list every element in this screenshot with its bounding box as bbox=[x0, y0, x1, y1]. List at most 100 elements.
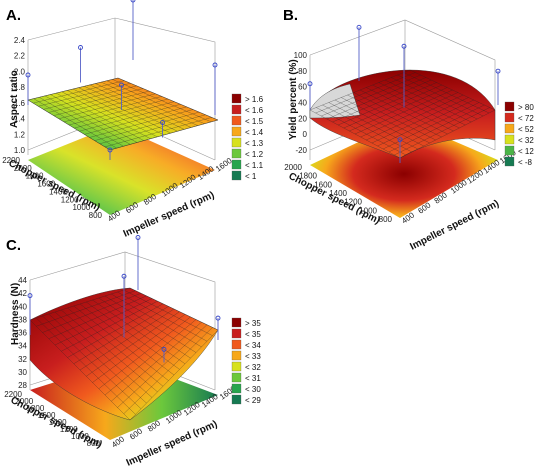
z-tick-label: 34 bbox=[18, 342, 27, 351]
panel-b: B. -20 0 20 40 60 80 100 Yield percent (%) 200… bbox=[283, 7, 534, 253]
response-surface bbox=[309, 69, 496, 159]
mesh-line bbox=[378, 82, 466, 126]
mesh-line bbox=[92, 314, 186, 383]
legend-label: < 1.6 bbox=[245, 106, 264, 115]
legend-label: < 30 bbox=[245, 385, 261, 394]
mesh-line bbox=[354, 89, 453, 135]
design-point bbox=[356, 24, 362, 30]
mesh-line bbox=[366, 87, 454, 132]
legend-label: > 35 bbox=[245, 319, 261, 328]
legend-label: < 32 bbox=[518, 136, 534, 145]
mesh-line bbox=[79, 104, 181, 132]
y-tick-label: 1600 bbox=[37, 180, 55, 189]
mesh-line bbox=[112, 79, 212, 123]
legend: > 1.6 < 1.6 < 1.5 < 1.4 < 1.3 < 1.2 < 1.1 < 1 bbox=[231, 93, 264, 181]
y-tick-label: 800 bbox=[379, 215, 393, 224]
z-tick-label: 1.4 bbox=[14, 115, 26, 124]
y-tick-label: 1400 bbox=[49, 187, 67, 196]
z-tick-label: 30 bbox=[18, 368, 27, 377]
mesh-line bbox=[111, 321, 202, 402]
legend-swatch bbox=[504, 101, 515, 112]
z-tick-label: 36 bbox=[18, 329, 27, 338]
mesh-line bbox=[104, 295, 197, 353]
legend-label: < 33 bbox=[245, 352, 261, 361]
mesh-line bbox=[399, 109, 496, 159]
mesh-line bbox=[366, 94, 464, 141]
mesh-line bbox=[68, 98, 169, 126]
legend-swatch bbox=[231, 383, 242, 394]
y-tick-label: 1400 bbox=[329, 189, 347, 198]
y-tick-label: 1800 bbox=[26, 404, 44, 413]
legend-label: < 1.3 bbox=[245, 139, 264, 148]
response-surface bbox=[29, 287, 219, 421]
mesh-line bbox=[99, 114, 206, 144]
panel-label: C. bbox=[6, 237, 21, 254]
legend-swatch bbox=[231, 104, 242, 115]
contour-floor bbox=[310, 120, 498, 218]
y-tick-label: 2200 bbox=[2, 156, 20, 165]
z-tick-label: 40 bbox=[18, 302, 27, 311]
legend-label: < 31 bbox=[245, 374, 261, 383]
panel-c: C. 28 30 32 34 36 38 40 42 44 Hardness (N) 22002… bbox=[4, 235, 261, 469]
mesh-line bbox=[89, 109, 194, 138]
legend-swatch bbox=[504, 145, 515, 156]
legend-label: < 1 bbox=[245, 172, 257, 181]
mesh-line bbox=[109, 119, 219, 151]
mesh-line bbox=[123, 289, 213, 336]
mesh-line bbox=[360, 92, 458, 138]
mesh-line bbox=[372, 84, 460, 129]
mesh-line bbox=[95, 83, 192, 128]
mesh-line bbox=[79, 308, 175, 371]
mesh-line bbox=[117, 291, 208, 342]
design-point bbox=[495, 68, 501, 74]
y-tick-label: 1000 bbox=[72, 203, 90, 212]
legend-swatch bbox=[231, 328, 242, 339]
design-points bbox=[307, 24, 501, 163]
design-point bbox=[212, 62, 218, 68]
design-point bbox=[27, 293, 33, 299]
y-tick-label: 2000 bbox=[284, 163, 302, 172]
legend-swatch bbox=[231, 394, 242, 405]
design-point bbox=[135, 235, 141, 240]
axis-box bbox=[29, 251, 216, 390]
legend-swatch bbox=[231, 159, 242, 170]
legend-swatch bbox=[231, 93, 242, 104]
mesh-line bbox=[84, 86, 178, 132]
x-tick-label: 1600 bbox=[214, 156, 234, 174]
y-tick-label: 800 bbox=[87, 439, 101, 448]
design-point bbox=[401, 43, 407, 49]
legend-swatch bbox=[231, 137, 242, 148]
y-tick-label: 1000 bbox=[359, 206, 377, 215]
z-tick-label: 0 bbox=[303, 130, 308, 139]
mesh-line bbox=[92, 299, 186, 364]
z-tick-label: 100 bbox=[294, 51, 308, 60]
z-tick-label: 60 bbox=[298, 83, 307, 92]
mesh-line bbox=[94, 111, 200, 141]
surface-mesh bbox=[29, 287, 219, 421]
contour-floor bbox=[28, 125, 215, 215]
legend-label: < 32 bbox=[245, 363, 261, 372]
z-tick-label: 28 bbox=[18, 381, 27, 390]
legend-label: < 52 bbox=[518, 125, 534, 134]
legend-swatch bbox=[504, 134, 515, 145]
legend-label: < -8 bbox=[518, 158, 533, 167]
z-axis-label: Yield percent (%) bbox=[288, 59, 299, 140]
legend-swatch bbox=[231, 361, 242, 372]
z-axis-label: Aspect ratio bbox=[9, 70, 20, 128]
legend: > 35 < 35 < 34 < 33 < 32 < 31 < 30 < 29 bbox=[231, 317, 261, 405]
panel-a: A. 1.0 1.2 1.4 1.6 1.8 2.0 2.2 2.4 Aspect ratio… bbox=[2, 0, 264, 240]
z-tick-labels: 1.0 1.2 1.4 1.6 1.8 2.0 2.2 2.4 bbox=[14, 36, 26, 155]
z-tick-label: 80 bbox=[298, 67, 307, 76]
z-tick-label: 1.6 bbox=[14, 99, 26, 108]
mesh-line bbox=[117, 77, 219, 121]
y-tick-label: 2000 bbox=[15, 397, 33, 406]
mesh-line bbox=[123, 327, 213, 414]
z-tick-labels: -20 0 20 40 60 80 100 bbox=[294, 51, 308, 155]
legend-label: < 1.5 bbox=[245, 117, 264, 126]
design-point bbox=[160, 120, 165, 125]
legend-swatch bbox=[231, 372, 242, 383]
surface-out-of-range bbox=[309, 83, 361, 119]
mesh-line bbox=[377, 99, 474, 147]
y-tick-label: 1400 bbox=[49, 418, 67, 427]
y-tick-label: 800 bbox=[89, 211, 103, 220]
